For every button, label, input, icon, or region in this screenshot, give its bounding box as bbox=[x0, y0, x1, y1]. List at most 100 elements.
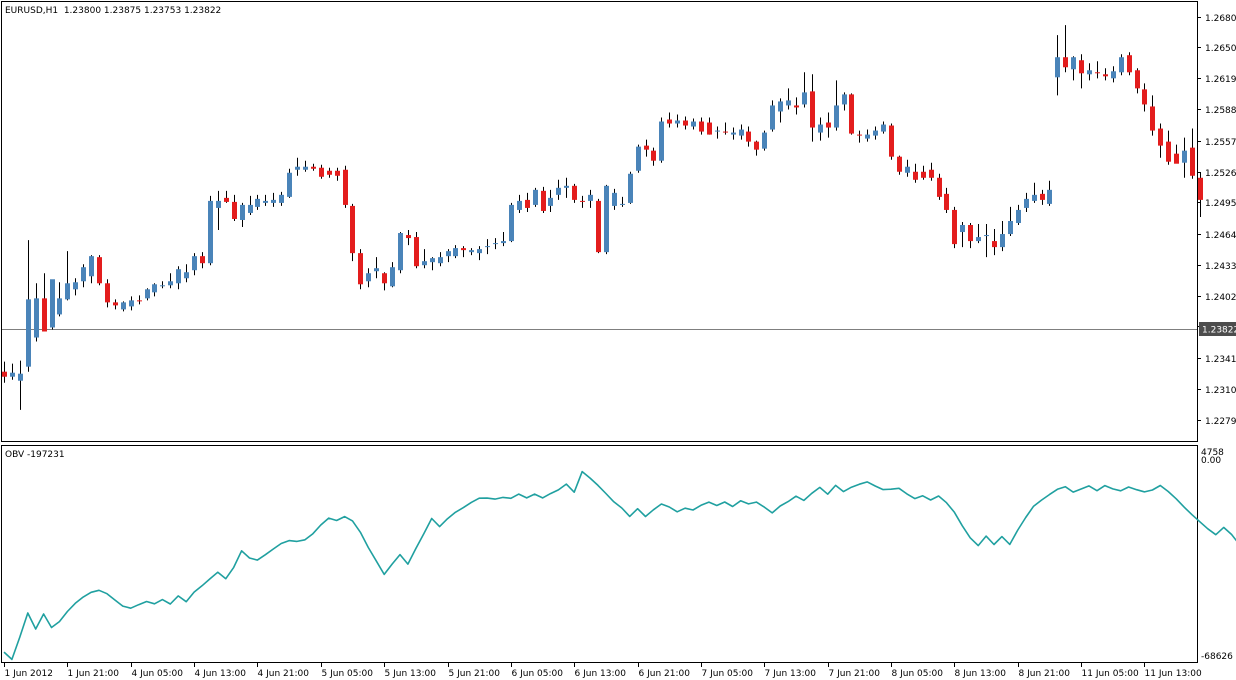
bear-candle-body bbox=[1158, 128, 1163, 146]
obv-series-line bbox=[3, 470, 1236, 661]
price-tick-label: 1.26190 bbox=[1205, 75, 1236, 85]
bull-candle-body bbox=[1119, 57, 1124, 73]
bull-candle-body bbox=[1000, 234, 1005, 248]
bull-candle-body bbox=[976, 237, 981, 242]
bull-candle-body bbox=[1024, 198, 1029, 208]
time-tick-label: 5 Jun 05:00 bbox=[322, 669, 374, 679]
obv-axis-top-label: 4758 bbox=[1201, 448, 1224, 458]
bear-candle-body bbox=[461, 248, 466, 251]
bull-candle-body bbox=[659, 121, 664, 161]
bull-candle-body bbox=[636, 146, 641, 171]
bull-candle-body bbox=[620, 203, 625, 205]
price-tick-label: 1.24645 bbox=[1205, 231, 1236, 241]
bull-candle-body bbox=[216, 200, 221, 208]
bull-candle-body bbox=[129, 300, 134, 307]
bull-candle-body bbox=[564, 185, 569, 188]
price-panel-header: EURUSD,H1 1.23800 1.23875 1.23753 1.2382… bbox=[5, 6, 221, 16]
bear-candle-body bbox=[596, 200, 601, 253]
time-tick-label: 8 Jun 05:00 bbox=[892, 669, 944, 679]
time-tick-label: 7 Jun 13:00 bbox=[765, 669, 817, 679]
bear-candle-body bbox=[810, 91, 815, 128]
bull-candle-body bbox=[960, 225, 965, 233]
price-tick-label: 1.22790 bbox=[1205, 417, 1236, 427]
bull-candle-body bbox=[517, 200, 522, 210]
bull-candle-body bbox=[548, 197, 553, 206]
bull-candle-body bbox=[588, 194, 593, 201]
time-tick-label: 6 Jun 05:00 bbox=[512, 669, 564, 679]
bull-candle-body bbox=[255, 198, 260, 207]
bear-candle-body bbox=[794, 105, 799, 108]
bear-candle-body bbox=[572, 185, 577, 200]
price-tick-label: 1.25570 bbox=[1205, 138, 1236, 148]
bull-candle-body bbox=[26, 299, 31, 367]
bull-candle-body bbox=[612, 192, 617, 206]
bull-candle-body bbox=[1055, 57, 1060, 78]
bear-candle-body bbox=[929, 169, 934, 178]
bear-candle-body bbox=[137, 300, 142, 302]
bull-candle-body bbox=[770, 105, 775, 130]
bull-candle-body bbox=[263, 200, 268, 203]
bull-candle-body bbox=[1071, 57, 1076, 70]
current-price-marker bbox=[1199, 322, 1236, 336]
time-tick-label: 5 Jun 13:00 bbox=[385, 669, 437, 679]
bull-candle-body bbox=[786, 100, 791, 106]
bull-candle-body bbox=[89, 256, 94, 277]
time-tick-label: 8 Jun 21:00 bbox=[1019, 669, 1071, 679]
bear-candle-body bbox=[889, 125, 894, 157]
bull-candle-body bbox=[374, 268, 379, 272]
bull-candle-body bbox=[1182, 150, 1187, 163]
bear-candle-body bbox=[311, 166, 316, 169]
bear-candle-body bbox=[921, 171, 926, 178]
bull-candle-body bbox=[1047, 189, 1052, 204]
bear-candle-body bbox=[541, 190, 546, 211]
bull-candle-body bbox=[802, 92, 807, 105]
bull-candle-body bbox=[176, 269, 181, 284]
bear-candle-body bbox=[644, 145, 649, 150]
bear-candle-body bbox=[826, 122, 831, 128]
price-panel-frame bbox=[1, 1, 1198, 442]
bull-candle-body bbox=[145, 289, 150, 299]
bear-candle-body bbox=[105, 283, 110, 303]
obv-axis-zero-label: 0.00 bbox=[1201, 456, 1221, 466]
time-tick-label: 4 Jun 13:00 bbox=[195, 669, 247, 679]
bull-candle-body bbox=[430, 258, 435, 263]
bear-candle-body bbox=[97, 257, 102, 284]
bear-candle-body bbox=[944, 193, 949, 210]
bull-candle-body bbox=[739, 129, 744, 136]
bull-candle-body bbox=[160, 285, 165, 287]
bull-candle-body bbox=[715, 130, 720, 132]
bull-candle-body bbox=[121, 302, 126, 310]
time-tick-label: 7 Jun 21:00 bbox=[829, 669, 881, 679]
bear-candle-body bbox=[113, 302, 118, 306]
bull-candle-body bbox=[984, 235, 989, 237]
bull-candle-body bbox=[477, 249, 482, 254]
time-tick-label: 6 Jun 13:00 bbox=[575, 669, 627, 679]
bull-candle-body bbox=[778, 101, 783, 112]
time-tick-label: 4 Jun 05:00 bbox=[132, 669, 184, 679]
bear-candle-body bbox=[350, 205, 355, 254]
obv-axis-bottom-label: -68626 bbox=[1201, 652, 1233, 662]
price-tick-label: 1.23100 bbox=[1205, 386, 1236, 396]
bull-candle-body bbox=[731, 132, 736, 135]
bear-candle-body bbox=[952, 209, 957, 245]
bear-candle-body bbox=[327, 170, 332, 175]
bull-candle-body bbox=[509, 204, 514, 242]
bull-candle-body bbox=[366, 273, 371, 282]
bull-candle-body bbox=[240, 204, 245, 220]
bear-candle-body bbox=[343, 169, 348, 205]
bear-candle-body bbox=[707, 122, 712, 135]
bear-candle-body bbox=[1063, 57, 1068, 68]
bull-candle-body bbox=[208, 200, 213, 264]
bull-candle-body bbox=[628, 173, 633, 203]
bear-candle-body bbox=[1142, 89, 1147, 105]
candlesticks bbox=[2, 25, 1203, 410]
bear-candle-body bbox=[406, 235, 411, 239]
bull-candle-body bbox=[675, 120, 680, 124]
bear-candle-body bbox=[849, 94, 854, 134]
obv-panel-header: OBV -197231 bbox=[5, 450, 65, 460]
bear-candle-body bbox=[42, 298, 47, 332]
time-tick-label: 7 Jun 05:00 bbox=[702, 669, 754, 679]
price-tick-label: 1.26500 bbox=[1205, 44, 1236, 54]
